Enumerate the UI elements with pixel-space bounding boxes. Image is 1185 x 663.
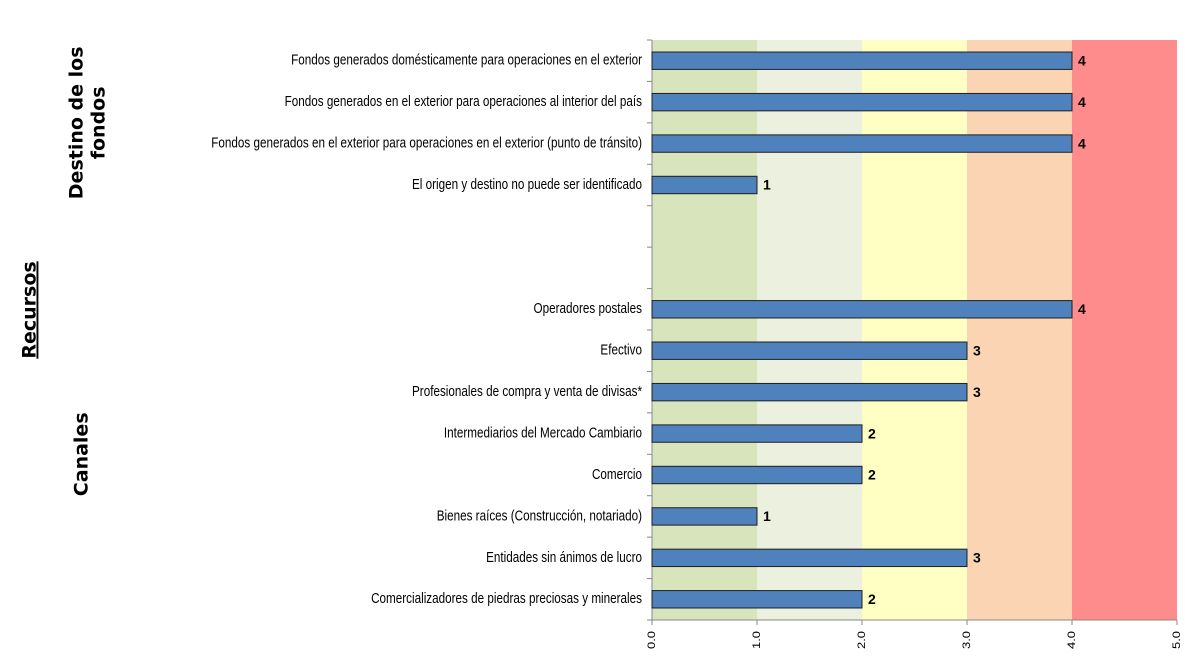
category-group: Fondos generados domésticamente para ope…	[291, 51, 642, 68]
value-label: 1	[763, 177, 771, 193]
group-label: Destino de los fondos	[66, 46, 110, 199]
risk-band	[1072, 40, 1177, 620]
super-label-text: Recursos	[19, 261, 41, 358]
category-group: Fondos generados en el exterior para ope…	[285, 93, 643, 110]
value-label: 3	[973, 550, 981, 566]
category-label: Intermediarios del Mercado Cambiario	[444, 424, 642, 441]
value-label: 4	[1078, 52, 1086, 68]
value-label: 2	[868, 591, 876, 607]
bands	[652, 40, 1177, 620]
value-label: 2	[868, 425, 876, 441]
risk-band	[652, 40, 757, 620]
category-label: Fondos generados en el exterior para ope…	[211, 134, 642, 151]
category-label: Profesionales de compra y venta de divis…	[412, 383, 643, 400]
x-tick-label: 1.0	[750, 631, 763, 649]
category-group: Operadores postales	[533, 300, 642, 317]
bar	[651, 51, 1073, 70]
bar	[651, 134, 1073, 153]
bar	[651, 300, 1073, 319]
x-tick-group: 0.0	[645, 631, 658, 649]
x-tick-label: 0.0	[645, 631, 658, 649]
category-group: Comercializadores de piedras preciosas y…	[371, 590, 642, 607]
bar	[651, 424, 863, 443]
bar	[651, 548, 968, 568]
bar	[651, 382, 968, 402]
value-label: 4	[1078, 94, 1086, 110]
group-label: Canales	[71, 412, 93, 496]
category-label: Comercio	[592, 466, 642, 483]
category-label: Entidades sin ánimos de lucro	[486, 548, 642, 565]
risk-band	[757, 40, 862, 620]
value-label: 3	[973, 342, 981, 358]
category-label: Comercializadores de piedras preciosas y…	[371, 590, 642, 607]
category-group: Efectivo	[600, 341, 642, 358]
category-label: Fondos generados domésticamente para ope…	[291, 51, 642, 68]
category-group: Profesionales de compra y venta de divis…	[412, 383, 643, 400]
x-tick-label: 2.0	[855, 631, 868, 649]
x-tick-group: 4.0	[1065, 631, 1078, 649]
bar	[651, 175, 758, 195]
category-label: Bienes raíces (Construcción, notariado)	[437, 507, 642, 524]
x-tick-group: 5.0	[1170, 631, 1183, 649]
value-label: 2	[868, 467, 876, 483]
bar	[651, 341, 968, 360]
category-group: Intermediarios del Mercado Cambiario	[444, 424, 642, 441]
bar	[651, 92, 1073, 112]
value-label: 4	[1078, 135, 1086, 151]
x-tick-label: 3.0	[960, 631, 973, 649]
group-label-line: Destino de los	[66, 46, 88, 199]
x-tick-label: 5.0	[1170, 631, 1183, 649]
risk-band	[862, 40, 967, 620]
category-group: Fondos generados en el exterior para ope…	[211, 134, 642, 151]
category-group: Comercio	[592, 466, 642, 483]
value-label: 4	[1078, 301, 1086, 317]
value-label: 3	[973, 384, 981, 400]
category-group: Entidades sin ánimos de lucro	[486, 548, 642, 565]
category-label: Fondos generados en el exterior para ope…	[285, 93, 643, 110]
bar	[651, 465, 863, 485]
bar	[651, 590, 863, 609]
value-label: 1	[763, 508, 771, 524]
x-tick-group: 3.0	[960, 631, 973, 649]
x-tick-label: 4.0	[1065, 631, 1078, 649]
category-label: El origen y destino no puede ser identif…	[412, 176, 642, 193]
group-label-line: fondos	[88, 86, 110, 159]
category-group: El origen y destino no puede ser identif…	[412, 176, 642, 193]
x-tick-group: 2.0	[855, 631, 868, 649]
super-label: Recursos	[19, 261, 41, 358]
category-label: Operadores postales	[533, 300, 642, 317]
group-label-line: Canales	[71, 412, 93, 496]
risk-band	[967, 40, 1072, 620]
x-tick-group: 1.0	[750, 631, 763, 649]
category-label: Efectivo	[600, 341, 642, 358]
bar	[651, 507, 758, 526]
category-group: Bienes raíces (Construcción, notariado)	[437, 507, 642, 524]
